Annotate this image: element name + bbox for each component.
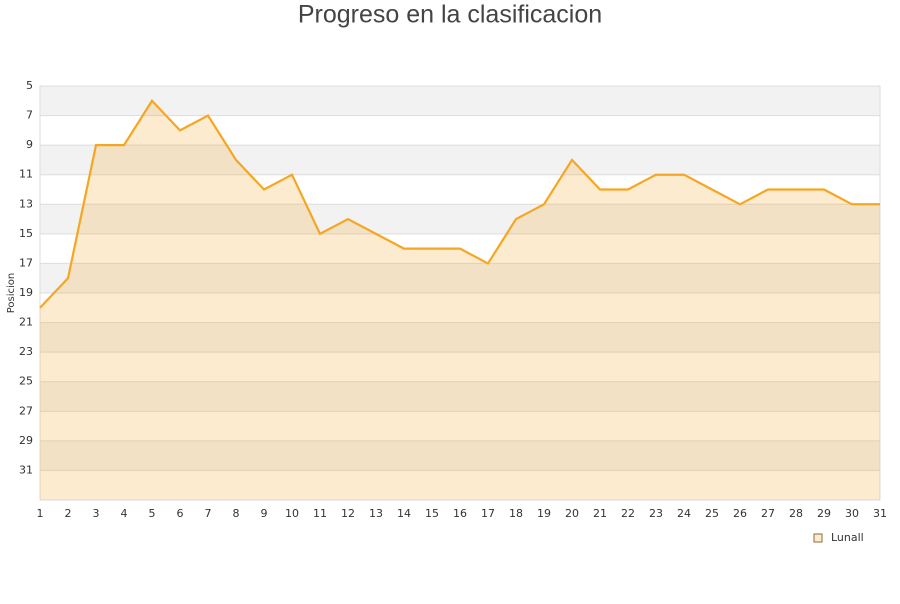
y-tick-label: 27: [19, 404, 33, 417]
band: [40, 322, 880, 353]
band: [40, 86, 880, 116]
band: [40, 381, 880, 412]
x-tick-label: 31: [873, 507, 887, 520]
y-tick-label: 21: [19, 316, 33, 329]
x-tick-label: 28: [789, 507, 803, 520]
y-tick-label: 23: [19, 345, 33, 358]
band: [40, 145, 880, 175]
x-tick-label: 18: [509, 507, 523, 520]
band: [40, 293, 880, 323]
x-tick-label: 2: [65, 507, 72, 520]
x-tick-label: 9: [261, 507, 268, 520]
legend-label: Lunall: [831, 531, 864, 544]
y-tick-label: 29: [19, 434, 33, 447]
plot-frame: [39, 85, 881, 501]
legend-swatch: [813, 533, 823, 543]
x-tick-label: 17: [481, 507, 495, 520]
x-tick-label: 29: [817, 507, 831, 520]
x-tick-label: 30: [845, 507, 859, 520]
x-tick-label: 6: [177, 507, 184, 520]
x-tick-label: 5: [149, 507, 156, 520]
band: [40, 263, 880, 293]
x-tick-label: 20: [565, 507, 579, 520]
x-tick-label: 12: [341, 507, 355, 520]
x-tick-label: 10: [285, 507, 299, 520]
y-tick-label: 19: [19, 286, 33, 299]
x-tick-label: 1: [37, 507, 44, 520]
y-tick-label: 7: [26, 109, 33, 122]
y-tick-label: 25: [19, 375, 33, 388]
x-tick-label: 24: [677, 507, 691, 520]
x-tick-label: 23: [649, 507, 663, 520]
y-tick-label: 17: [19, 256, 33, 269]
line: [39, 99, 880, 309]
band: [40, 470, 880, 500]
y-tick-label: 15: [19, 227, 33, 240]
band: [40, 440, 880, 471]
y-tick-label: 11: [19, 168, 33, 181]
area: [40, 100, 880, 501]
x-tick-label: 26: [733, 507, 747, 520]
y-tick-label: 13: [19, 197, 33, 210]
x-tick-label: 11: [313, 507, 327, 520]
x-tick-label: 22: [621, 507, 635, 520]
x-tick-label: 21: [593, 507, 607, 520]
x-tick-label: 15: [425, 507, 439, 520]
y-tick-label: 9: [26, 138, 33, 151]
band: [40, 204, 880, 234]
x-tick-label: 16: [453, 507, 467, 520]
x-tick-label: 4: [121, 507, 128, 520]
x-tick-label: 25: [705, 507, 719, 520]
band: [40, 174, 880, 205]
y-tick-label: 31: [19, 463, 33, 476]
x-tick-label: 27: [761, 507, 775, 520]
x-tick-label: 13: [369, 507, 383, 520]
x-tick-label: 8: [233, 507, 240, 520]
x-tick-label: 19: [537, 507, 551, 520]
chart-title: Progreso en la clasificacion: [298, 1, 602, 29]
x-tick-label: 14: [397, 507, 411, 520]
x-tick-label: 3: [93, 507, 100, 520]
y-tick-label: 5: [26, 79, 33, 92]
x-tick-label: 7: [205, 507, 212, 520]
band: [40, 352, 880, 382]
band: [40, 411, 880, 441]
y-axis-label: Posicion: [6, 273, 17, 314]
